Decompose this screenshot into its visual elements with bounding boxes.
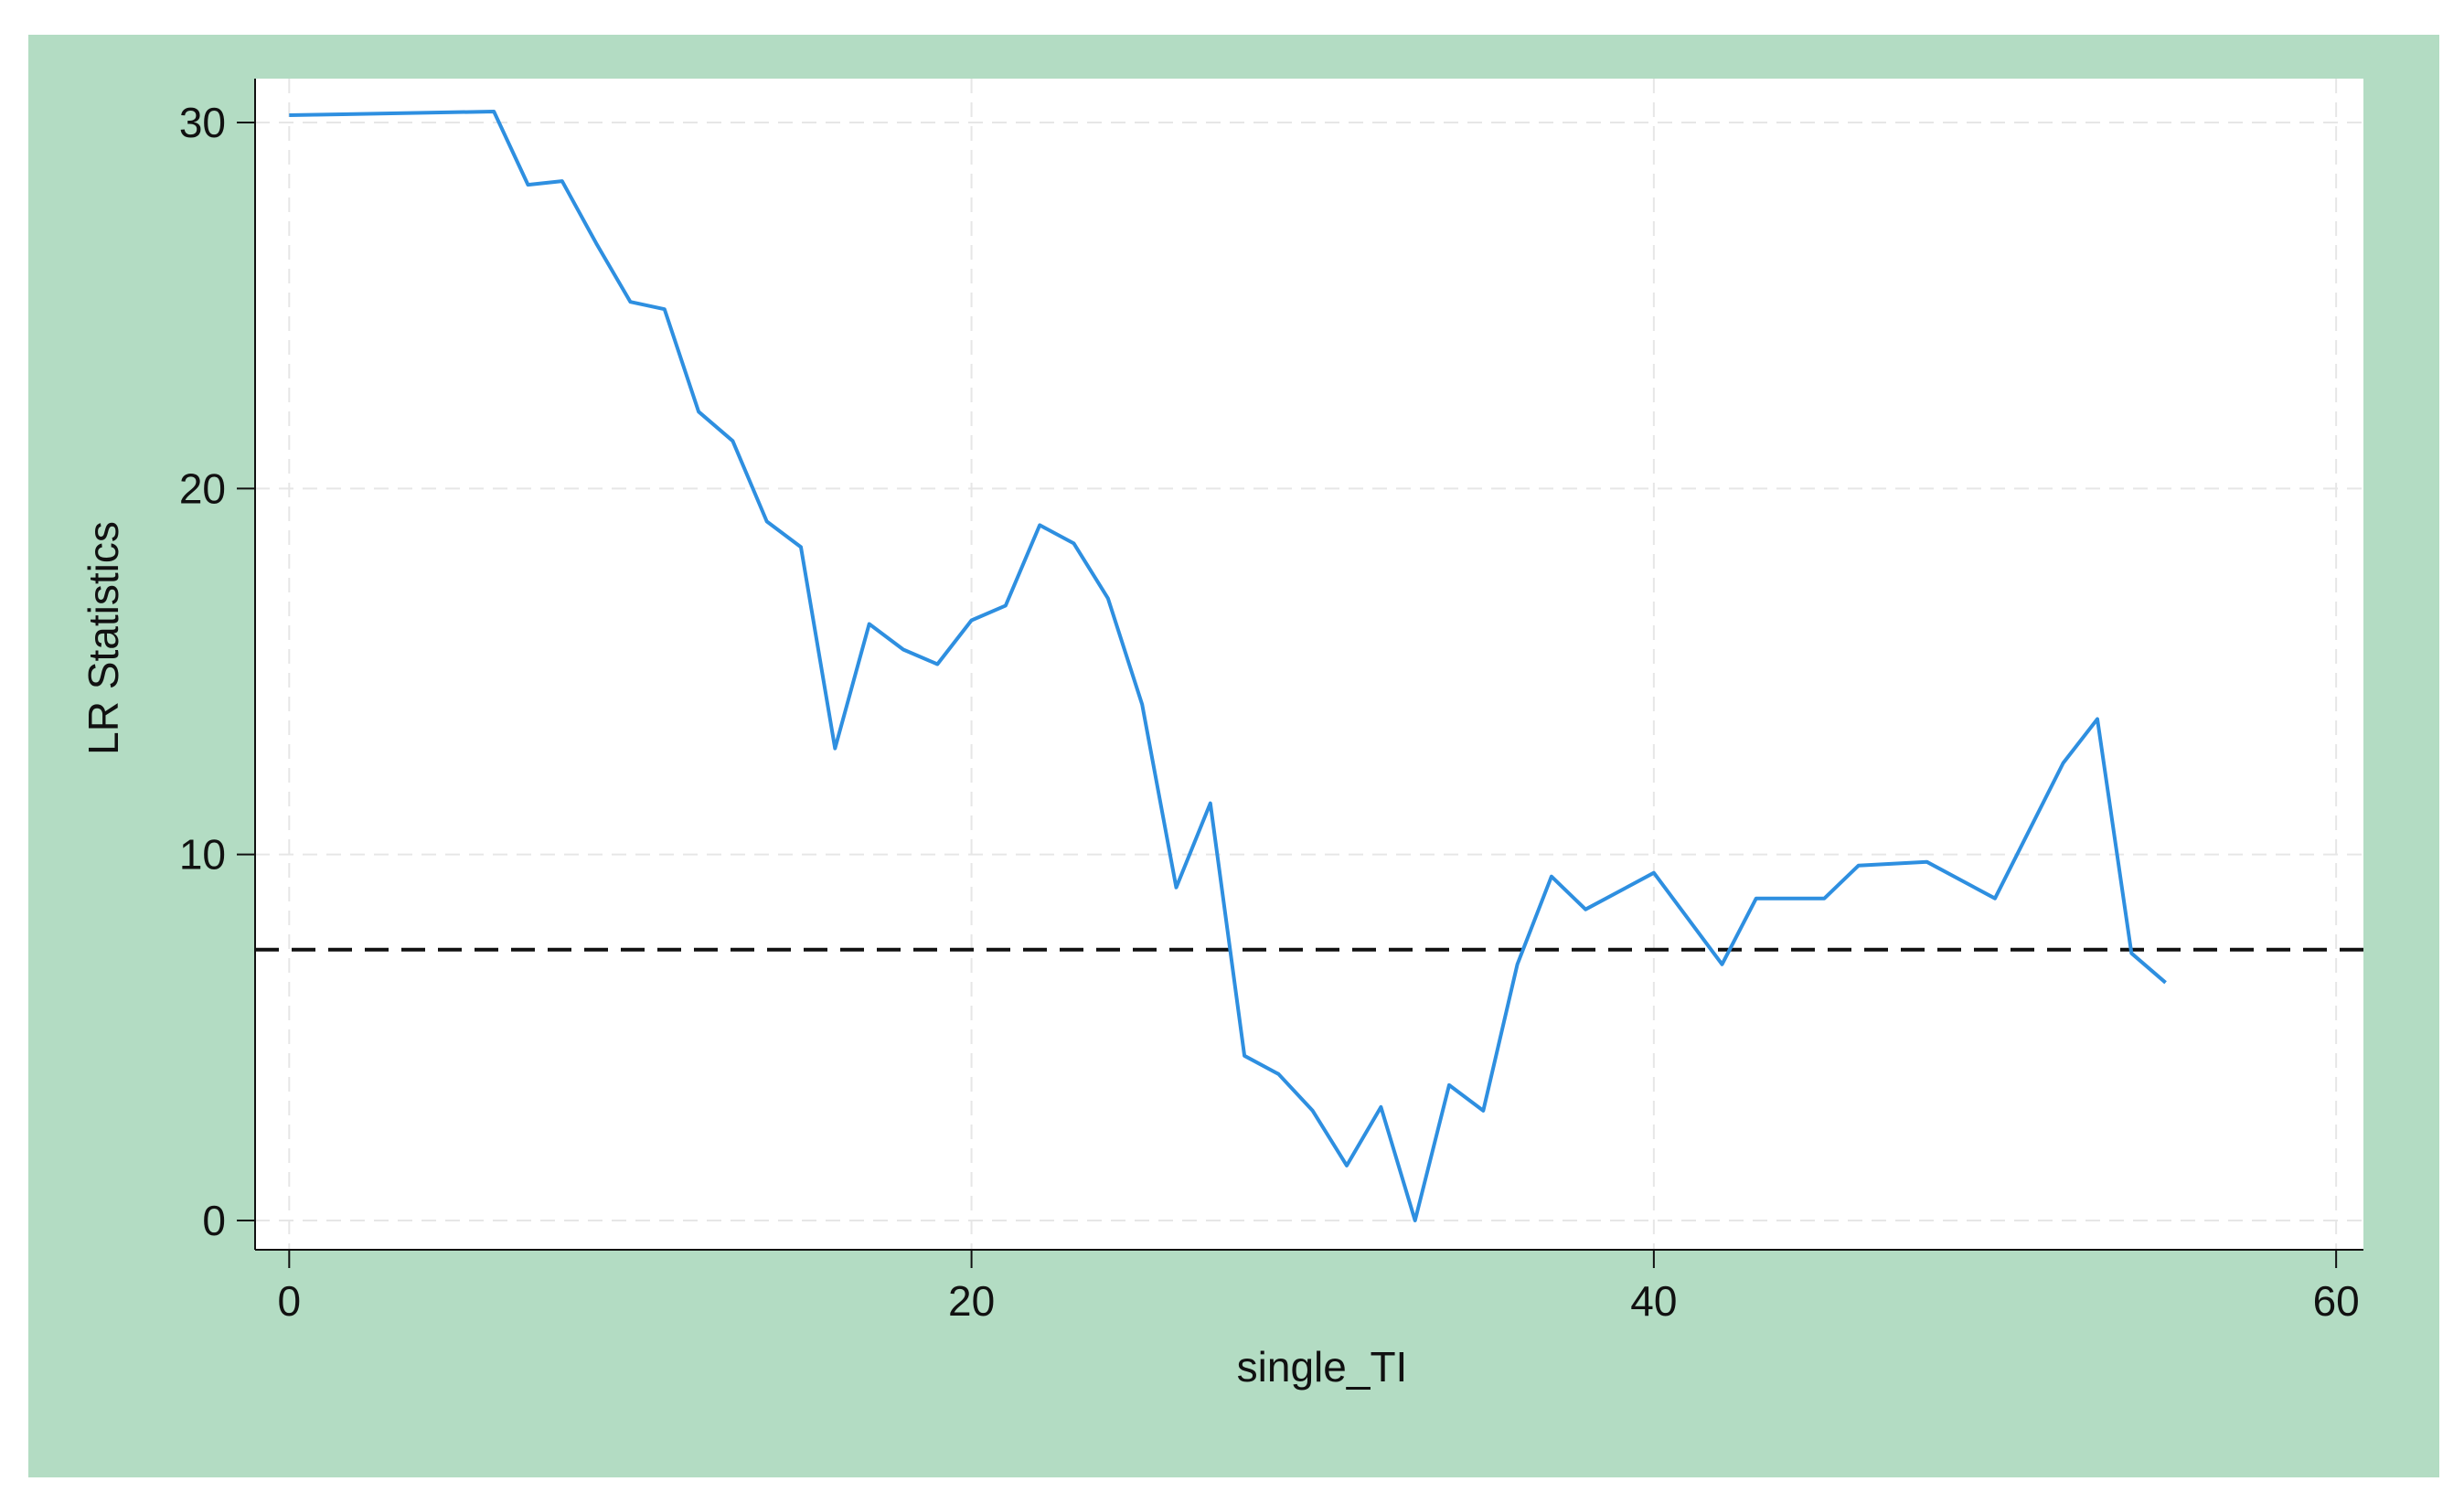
series-layer (289, 110, 2167, 1222)
grid-lines (255, 79, 2363, 1250)
plot-area (255, 79, 2363, 1250)
axes (237, 79, 2363, 1268)
x-tick-label: 0 (278, 1277, 302, 1325)
line-chart: 0 10 20 30 0 20 40 60 single_TI LR Statistics (80, 79, 2363, 1391)
y-axis-title: LR Statistics (80, 521, 127, 755)
y-tick-label: 30 (179, 99, 226, 146)
x-tick-label: 60 (2313, 1277, 2360, 1325)
x-tick-label: 40 (1630, 1277, 1677, 1325)
x-tick-label: 20 (948, 1277, 995, 1325)
y-tick-label: 10 (179, 831, 226, 879)
x-axis-title: single_TI (1237, 1343, 1408, 1391)
series-line (289, 110, 2167, 1222)
tick-labels: 0 10 20 30 0 20 40 60 (179, 99, 2360, 1325)
y-tick-label: 20 (179, 464, 226, 512)
y-tick-label: 0 (202, 1197, 226, 1244)
chart-frame: 0 10 20 30 0 20 40 60 single_TI LR Statistics (28, 35, 2439, 1477)
